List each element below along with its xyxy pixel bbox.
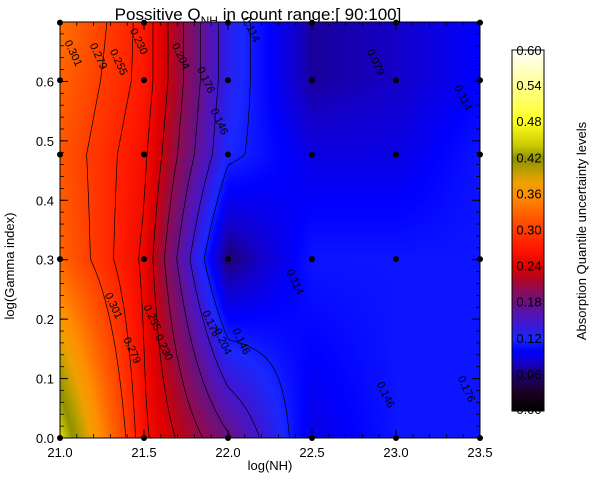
sample-point (141, 77, 147, 84)
colorbar-tick-label: 0.06 (516, 367, 541, 382)
sample-point (141, 151, 147, 158)
colorbar-tick-label: 0.30 (516, 223, 541, 238)
contour-line (163, 23, 203, 438)
x-axis: 21.0 21.5 22.0 22.5 23.0 23.5 (47, 22, 493, 460)
y-tick-label: 0.5 (36, 134, 54, 149)
x-axis-label: log(NH) (248, 458, 293, 473)
colorbar-tick-label: 0.36 (516, 186, 541, 201)
colorbar: 0.00 0.06 0.12 0.18 0.24 0.30 0.36 0.42 0.48 0.54… (511, 43, 589, 417)
colorbar-ticks: 0.00 0.06 0.12 0.18 0.24 0.30 0.36 0.42 0.48 0.54… (516, 43, 541, 417)
sample-points (57, 19, 483, 441)
colorbar-tick-label: 0.24 (516, 259, 541, 274)
x-tick-label: 23.5 (467, 445, 492, 460)
contour-line (86, 22, 127, 438)
contour-line (189, 23, 260, 438)
chart-title: Possitive QNH in count range:[ 90:100] (115, 5, 402, 28)
contour-line (203, 23, 290, 438)
x-tick-label: 22.0 (215, 445, 240, 460)
colorbar-tick-label: 0.00 (516, 402, 541, 417)
colorbar-tick-label: 0.42 (516, 150, 541, 165)
contour-line (138, 23, 154, 438)
x-tick-label: 21.0 (47, 445, 72, 460)
y-axis-label: log(Gamma index) (2, 213, 17, 320)
x-tick-label: 23.0 (383, 445, 408, 460)
contour-lines (86, 22, 290, 438)
sample-point (309, 256, 315, 263)
colorbar-tick-label: 0.60 (516, 43, 541, 58)
heatmap-image (60, 22, 480, 438)
contour-line (113, 22, 136, 438)
y-tick-label: 0.0 (36, 431, 54, 446)
sample-point (393, 151, 399, 158)
chart-title-prefix: Possitive Q (115, 5, 201, 24)
chart-title-suffix: in count range:[ 90:100] (218, 5, 401, 24)
y-axis: 0.0 0.1 0.2 0.3 0.4 0.5 0.6 (36, 33, 480, 446)
colorbar-gradient (511, 49, 545, 412)
contour-line (152, 23, 176, 438)
sample-point (225, 256, 231, 263)
sample-point (225, 151, 231, 158)
contour-line (176, 23, 232, 438)
colorbar-tick-label: 0.54 (516, 78, 541, 93)
sample-point (309, 151, 315, 158)
x-tick-label: 22.5 (299, 445, 324, 460)
colorbar-tick-label: 0.12 (516, 331, 541, 346)
sample-point (225, 77, 231, 84)
sample-point (309, 77, 315, 84)
y-tick-label: 0.3 (36, 253, 54, 268)
y-tick-label: 0.2 (36, 312, 54, 327)
colorbar-tick-label: 0.48 (516, 114, 541, 129)
sample-point (393, 77, 399, 84)
colorbar-tick-label: 0.18 (516, 295, 541, 310)
colorbar-label: Absorption Quantile uncertainty levels (574, 121, 589, 340)
y-tick-label: 0.6 (36, 74, 54, 89)
sample-point (141, 256, 147, 263)
x-tick-label: 21.5 (131, 445, 156, 460)
plot-frame (59, 21, 481, 439)
y-tick-label: 0.1 (36, 372, 54, 387)
y-tick-label: 0.4 (36, 193, 54, 208)
sample-point (393, 256, 399, 263)
